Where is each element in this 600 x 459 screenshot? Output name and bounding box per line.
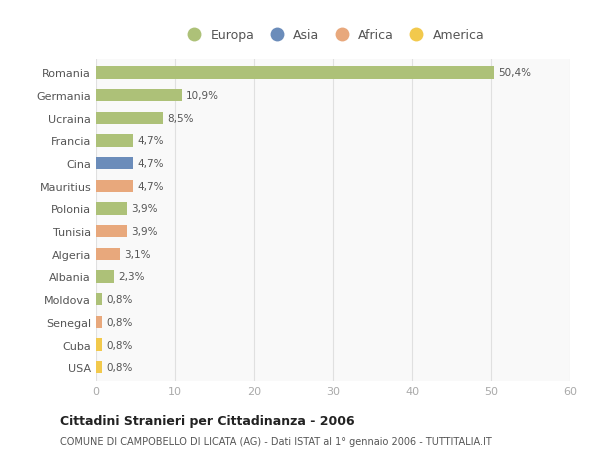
Bar — [96, 112, 163, 125]
Legend: Europa, Asia, Africa, America: Europa, Asia, Africa, America — [176, 24, 490, 47]
Text: 4,7%: 4,7% — [137, 136, 164, 146]
Text: 0,8%: 0,8% — [106, 317, 133, 327]
Text: 2,3%: 2,3% — [118, 272, 145, 282]
Text: 3,9%: 3,9% — [131, 227, 157, 237]
Text: 10,9%: 10,9% — [186, 91, 219, 101]
Text: 8,5%: 8,5% — [167, 113, 194, 123]
Text: 4,7%: 4,7% — [137, 159, 164, 169]
Bar — [96, 90, 182, 102]
Bar — [96, 225, 127, 238]
Bar — [96, 316, 103, 328]
Text: Cittadini Stranieri per Cittadinanza - 2006: Cittadini Stranieri per Cittadinanza - 2… — [60, 414, 355, 428]
Bar — [96, 248, 121, 260]
Text: 50,4%: 50,4% — [498, 68, 531, 78]
Text: 3,9%: 3,9% — [131, 204, 157, 214]
Text: 3,1%: 3,1% — [124, 249, 151, 259]
Bar — [96, 180, 133, 193]
Bar — [96, 157, 133, 170]
Text: 4,7%: 4,7% — [137, 181, 164, 191]
Bar — [96, 203, 127, 215]
Text: 0,8%: 0,8% — [106, 295, 133, 304]
Text: COMUNE DI CAMPOBELLO DI LICATA (AG) - Dati ISTAT al 1° gennaio 2006 - TUTTITALIA: COMUNE DI CAMPOBELLO DI LICATA (AG) - Da… — [60, 437, 492, 446]
Bar — [96, 135, 133, 147]
Bar — [96, 339, 103, 351]
Text: 0,8%: 0,8% — [106, 363, 133, 372]
Bar — [96, 361, 103, 374]
Bar — [96, 293, 103, 306]
Bar — [96, 67, 494, 79]
Text: 0,8%: 0,8% — [106, 340, 133, 350]
Bar — [96, 271, 114, 283]
